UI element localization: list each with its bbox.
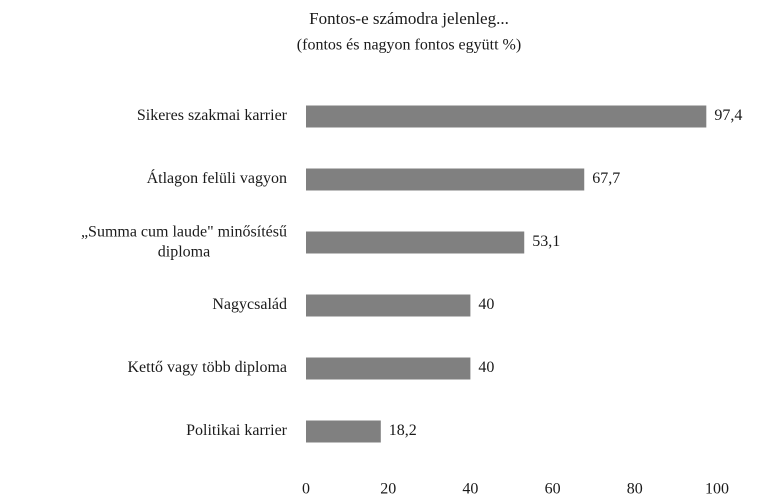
x-tick-label: 80 [627, 481, 643, 498]
bar [306, 105, 707, 128]
bar [306, 231, 525, 254]
value-label: 97,4 [714, 107, 742, 124]
value-label: 40 [478, 359, 494, 376]
value-label: 53,1 [532, 233, 560, 250]
x-tick-label: 0 [302, 481, 310, 498]
y-tick-label: Kettő vagy több diploma [127, 359, 287, 376]
y-tick-label: Sikeres szakmai karrier [137, 107, 288, 124]
value-label: 67,7 [592, 170, 620, 187]
y-tick-label: Átlagon felüli vagyon [147, 168, 287, 187]
bar [306, 357, 471, 380]
y-tick-label: „Summa cum laude" minősítésű diploma [81, 223, 287, 260]
y-tick-label: Politikai karrier [186, 422, 288, 439]
bar [306, 294, 471, 317]
chart-title: Fontos-e számodra jelenleg... [309, 9, 509, 28]
value-label: 18,2 [389, 422, 417, 439]
value-label: 40 [478, 296, 494, 313]
bar [306, 420, 381, 443]
bar [306, 168, 585, 191]
chart-subtitle: (fontos és nagyon fontos együtt %) [297, 37, 521, 54]
x-tick-label: 60 [545, 481, 561, 498]
x-tick-label: 100 [705, 481, 729, 498]
y-tick-label: Nagycsalád [212, 296, 287, 313]
x-tick-label: 20 [380, 481, 396, 498]
x-tick-label: 40 [462, 481, 478, 498]
